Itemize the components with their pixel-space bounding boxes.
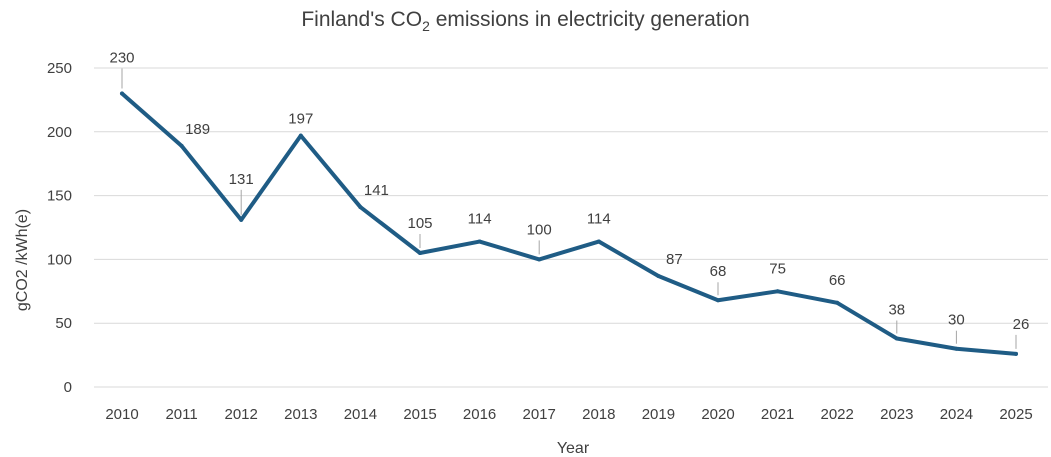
x-tick-label: 2021 [761,406,794,423]
data-label: 75 [769,260,786,277]
data-label: 131 [229,171,254,188]
series-group [120,91,1018,356]
data-labels: 230 189 131 197 141 105 114 100 114 87 68 75 66 38 30 2… [109,50,1029,333]
x-tick-label: 2012 [225,406,258,423]
data-point [477,239,482,244]
data-label: 100 [527,221,552,238]
y-tick-label: 150 [47,188,72,205]
data-point [954,346,959,351]
data-label-leaders [121,68,1017,349]
data-label: 230 [109,50,134,67]
x-tick-label: 2018 [582,406,615,423]
data-point [537,257,542,262]
data-label: 68 [710,263,727,280]
data-point [716,298,720,303]
data-point [835,300,840,305]
x-tick-label: 2024 [940,406,973,423]
data-label: 141 [364,182,389,199]
data-label: 26 [1013,316,1030,333]
chart-title-suffix: emissions in electricity generation [429,8,750,31]
data-label: 189 [185,121,210,138]
data-point [596,239,601,244]
data-label: 30 [948,312,965,329]
data-label: 66 [829,272,846,289]
data-point [179,143,184,148]
chart-title-subscript: 2 [422,18,430,34]
x-tick-label: 2010 [105,406,138,423]
y-tick-label: 200 [47,124,72,141]
data-point [298,133,303,138]
x-tick-label: 2014 [344,406,377,423]
x-tick-label: 2011 [165,406,197,423]
x-tick-label: 2017 [523,406,556,423]
y-tick-label: 100 [47,251,72,268]
x-tick-label: 2020 [701,406,734,423]
data-point [894,336,899,341]
x-tick-label: 2013 [284,406,317,423]
y-tick-label: 250 [47,60,72,77]
data-point [120,91,124,96]
data-label: 105 [407,215,432,232]
data-point [358,205,363,210]
x-tick-label: 2016 [463,406,496,423]
data-label: 114 [587,211,611,228]
data-point [775,289,780,294]
x-axis-ticks: 2010 2011 2012 2013 2014 2015 2016 2017 2018 2019… [105,406,1032,423]
series-line [120,91,1018,356]
y-axis-label: gCO2 /kWh(e) [14,209,31,311]
y-tick-label: 50 [55,315,72,332]
data-label: 197 [288,111,313,128]
data-point [656,273,661,278]
y-axis-ticks: 0 50 100 150 200 250 [47,60,72,396]
data-point [239,217,244,222]
y-tick-label: 0 [64,379,72,396]
x-axis-label: Year [557,440,590,457]
x-tick-label: 2015 [403,406,436,423]
data-label: 38 [888,302,905,319]
x-tick-label: 2023 [880,406,913,423]
data-label: 114 [468,211,492,228]
x-tick-label: 2019 [642,406,675,423]
x-tick-label: 2022 [821,406,854,423]
chart-title: Finland's CO2 emissions in electricity g… [0,8,1051,34]
gridlines [94,67,1048,388]
x-tick-label: 2025 [999,406,1032,423]
data-point [1014,351,1018,356]
data-point [418,251,422,256]
data-label: 87 [666,251,683,268]
chart-title-prefix: Finland's CO [301,8,423,31]
